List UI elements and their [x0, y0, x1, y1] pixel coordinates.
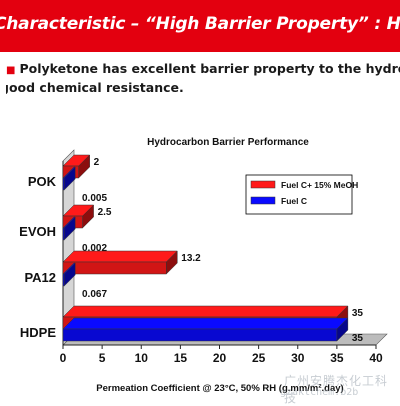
bar-fuel-c: [62, 177, 65, 191]
data-label-fuel-c: 35: [352, 333, 364, 344]
x-axis-label: Permeation Coefficient @ 23°C, 50% RH (g…: [96, 383, 343, 394]
x-tick-label: 20: [213, 351, 227, 365]
bar-fuel-c: [62, 273, 65, 287]
chart-title: Hydrocarbon Barrier Performance: [147, 137, 309, 148]
bullet-text: Polyketone has excellent barrier propert…: [19, 61, 400, 76]
data-label-fuel-c: 0.067: [82, 289, 107, 300]
bar-fuel-c-meoh: [62, 261, 167, 275]
x-tick-label: 15: [174, 351, 188, 365]
x-tick-label: 0: [60, 351, 67, 365]
data-label-fuel-c-meoh: 35: [352, 308, 364, 319]
x-tick-label: 5: [99, 351, 106, 365]
data-label-fuel-c-meoh: 2.5: [98, 207, 112, 218]
legend-label: Fuel C: [281, 196, 307, 206]
data-label-fuel-c-meoh: 2: [94, 157, 100, 168]
bar-fuel-c: [62, 328, 338, 342]
bullet-text-continued: good chemical resistance.: [6, 80, 184, 95]
data-label-fuel-c: 0.005: [82, 193, 107, 204]
bar-fuel-c: [62, 227, 65, 241]
category-label: HDPE: [20, 325, 56, 340]
x-tick-label: 25: [252, 351, 266, 365]
bar-fuel-c-meoh-top: [62, 305, 349, 318]
category-label: EVOH: [19, 224, 56, 239]
x-tick-label: 30: [291, 351, 305, 365]
legend-swatch: [250, 196, 276, 205]
x-tick-label: 35: [330, 351, 344, 365]
data-label-fuel-c: 0.002: [82, 243, 107, 254]
x-tick-label: 10: [135, 351, 149, 365]
slide-title-bar: Characteristic – “High Barrier Property”…: [0, 0, 400, 52]
category-label: POK: [28, 174, 57, 189]
barrier-chart: Hydrocarbon Barrier Performance 0 5 10 15 20 2…: [19, 137, 388, 394]
bar-fuel-c-top: [62, 317, 349, 330]
x-tick-label: 40: [369, 351, 383, 365]
bar-fuel-c-meoh-top: [62, 250, 178, 263]
intro-text: ■ Polyketone has excellent barrier proper…: [6, 60, 400, 96]
legend-swatch: [250, 180, 276, 189]
slide-title: Characteristic – “High Barrier Property”…: [0, 14, 400, 34]
legend-label: Fuel C+ 15% MeOH: [281, 180, 358, 190]
bullet-icon: ■: [6, 65, 16, 76]
data-label-fuel-c-meoh: 13.2: [181, 253, 201, 264]
category-label: PA12: [24, 270, 56, 285]
